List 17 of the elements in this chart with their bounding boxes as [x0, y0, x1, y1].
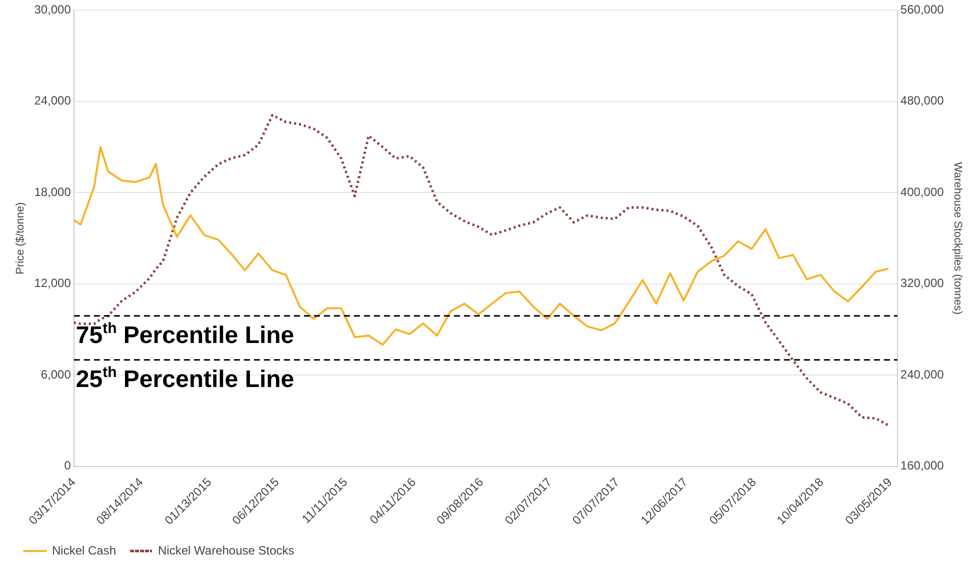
- y2-axis-title: Warehouse Stockpiles (tonnes): [951, 162, 964, 314]
- y-tick-label: 12,000: [34, 276, 72, 290]
- y2-tick-label: 320,000: [900, 276, 944, 290]
- y-tick-label: 30,000: [34, 2, 72, 17]
- y2-tick-label: 400,000: [900, 184, 944, 199]
- y2-tick-label: 480,000: [900, 94, 944, 108]
- y2-tick-label: 560,000: [900, 2, 944, 17]
- y-axis-title: Price ($/tonne): [14, 202, 27, 274]
- y-tick-label: 18,000: [34, 184, 72, 199]
- y2-tick-label: 160,000: [900, 458, 944, 473]
- legend-label: Nickel Warehouse Stocks: [158, 543, 294, 558]
- y2-tick-label: 240,000: [900, 367, 944, 382]
- line-series: [74, 114, 890, 427]
- y-tick-label: 24,000: [34, 94, 72, 108]
- y-tick-label: 0: [64, 458, 72, 473]
- legend-label: Nickel Cash: [52, 543, 116, 558]
- y-tick-label: 6,000: [40, 367, 72, 382]
